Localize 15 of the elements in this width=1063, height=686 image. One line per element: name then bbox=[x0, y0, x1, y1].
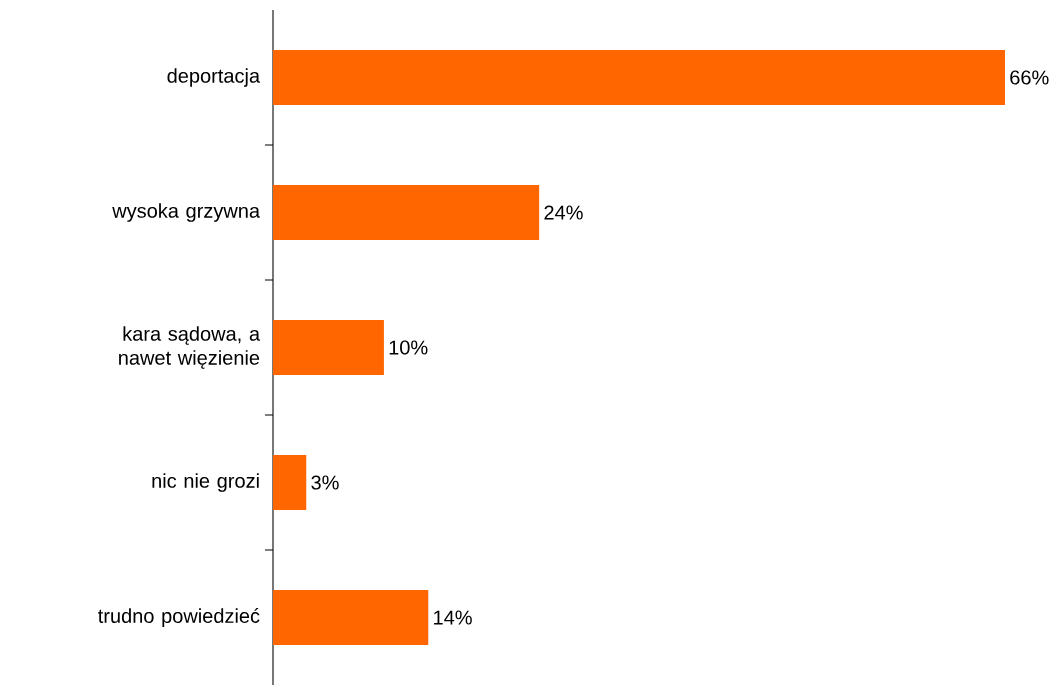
bar bbox=[273, 185, 540, 241]
y-tick-label: wysoka grzywna bbox=[112, 203, 261, 223]
bar bbox=[273, 50, 1006, 106]
data-label: 24% bbox=[544, 205, 583, 220]
y-tick-label: nic nie grozi bbox=[152, 473, 259, 493]
bar bbox=[273, 455, 307, 511]
y-tick-label: kara sądowa, a nawet więzienie bbox=[119, 326, 261, 370]
data-label: 3% bbox=[311, 475, 339, 490]
bar bbox=[273, 320, 384, 376]
data-label: 10% bbox=[389, 340, 428, 355]
data-label: 66% bbox=[1010, 70, 1049, 85]
y-tick-label: trudno powiedzieć bbox=[98, 608, 260, 628]
bar bbox=[273, 590, 429, 646]
data-label: 14% bbox=[434, 610, 472, 625]
y-tick-label: deportacja bbox=[167, 68, 261, 88]
